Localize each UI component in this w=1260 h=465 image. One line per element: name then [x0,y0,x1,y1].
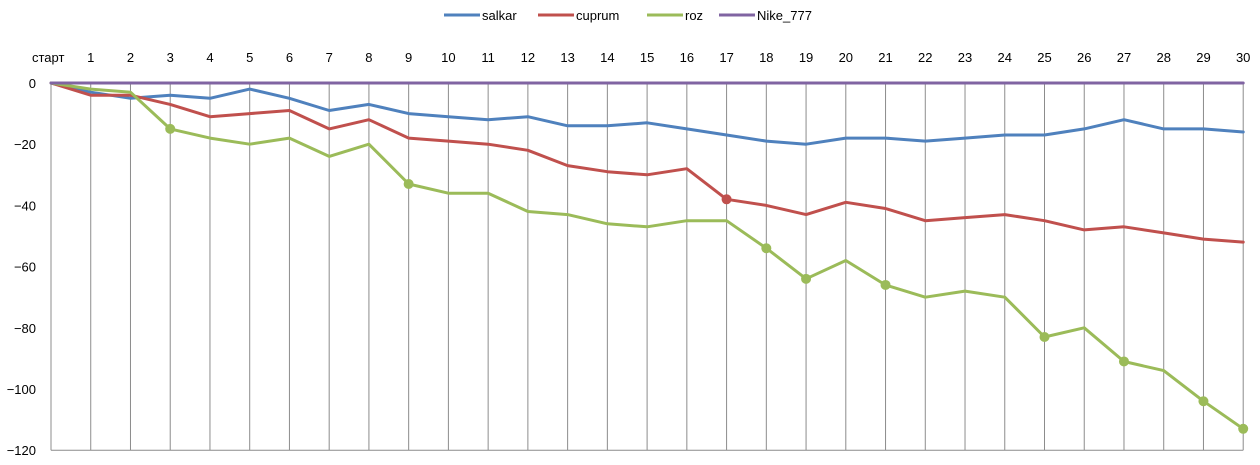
y-tick-label: −40 [14,198,36,213]
x-tick-label: 19 [799,50,813,65]
vertical-gridlines [50,83,1244,451]
x-tick-label: 14 [600,50,614,65]
data-point-marker [801,273,812,284]
y-axis-tick-labels: 0 −20 −40 −60 −80 −100 −120 [7,76,36,458]
data-point-marker [761,243,772,254]
series-cuprum [49,81,1245,244]
series-salkar [49,81,1245,146]
y-tick-label: −60 [14,260,36,275]
series-line [49,81,1245,244]
x-tick-label: 12 [521,50,535,65]
series-lines [49,81,1249,434]
x-tick-label: 8 [365,50,372,65]
x-tick-label: старт [32,50,64,65]
x-tick-label: 28 [1156,50,1170,65]
x-tick-label: 16 [680,50,694,65]
data-point-marker [165,123,176,134]
x-tick-label: 7 [326,50,333,65]
x-tick-label: 27 [1117,50,1131,65]
x-tick-label: 4 [206,50,213,65]
series-roz [49,81,1249,434]
series-line [49,81,1245,146]
x-tick-label: 18 [759,50,773,65]
x-tick-label: 23 [958,50,972,65]
data-point-marker [1118,356,1129,367]
legend-item: salkar [444,8,517,23]
data-point-marker [1238,423,1249,434]
data-point-marker [721,194,732,205]
x-tick-label: 13 [560,50,574,65]
x-tick-label: 25 [1037,50,1051,65]
data-point-marker [403,178,414,189]
y-tick-label: −120 [7,443,36,458]
x-tick-label: 22 [918,50,932,65]
x-tick-label: 29 [1196,50,1210,65]
data-point-marker [880,279,891,290]
x-tick-label: 17 [719,50,733,65]
legend-label: salkar [482,8,517,23]
legend: salkar cuprum roz Nike_777 [444,8,812,23]
x-tick-label: 20 [839,50,853,65]
x-tick-label: 21 [878,50,892,65]
x-tick-label: 6 [286,50,293,65]
y-tick-label: 0 [29,76,36,91]
y-tick-label: −20 [14,137,36,152]
data-point-marker [1198,396,1209,407]
legend-label: cuprum [576,8,619,23]
legend-label: roz [685,8,703,23]
legend-label: Nike_777 [757,8,812,23]
x-tick-label: 11 [481,50,495,65]
legend-item: roz [647,8,703,23]
x-tick-label: 26 [1077,50,1091,65]
x-tick-label: 5 [246,50,253,65]
y-tick-label: −80 [14,321,36,336]
x-tick-label: 9 [405,50,412,65]
legend-item: Nike_777 [719,8,812,23]
x-tick-label: 1 [87,50,94,65]
x-tick-label: 10 [441,50,455,65]
x-tick-label: 3 [167,50,174,65]
legend-item: cuprum [538,8,619,23]
data-point-marker [1039,331,1050,342]
x-tick-label: 24 [998,50,1012,65]
y-tick-label: −100 [7,382,36,397]
x-tick-label: 2 [127,50,134,65]
x-tick-label: 30 [1236,50,1250,65]
x-tick-label: 15 [640,50,654,65]
x-axis-tick-labels: старт 1 2 3 4 5 6 7 8 9 10 11 12 13 14 15 16 17 18 19 20 21 22… [32,50,1250,65]
